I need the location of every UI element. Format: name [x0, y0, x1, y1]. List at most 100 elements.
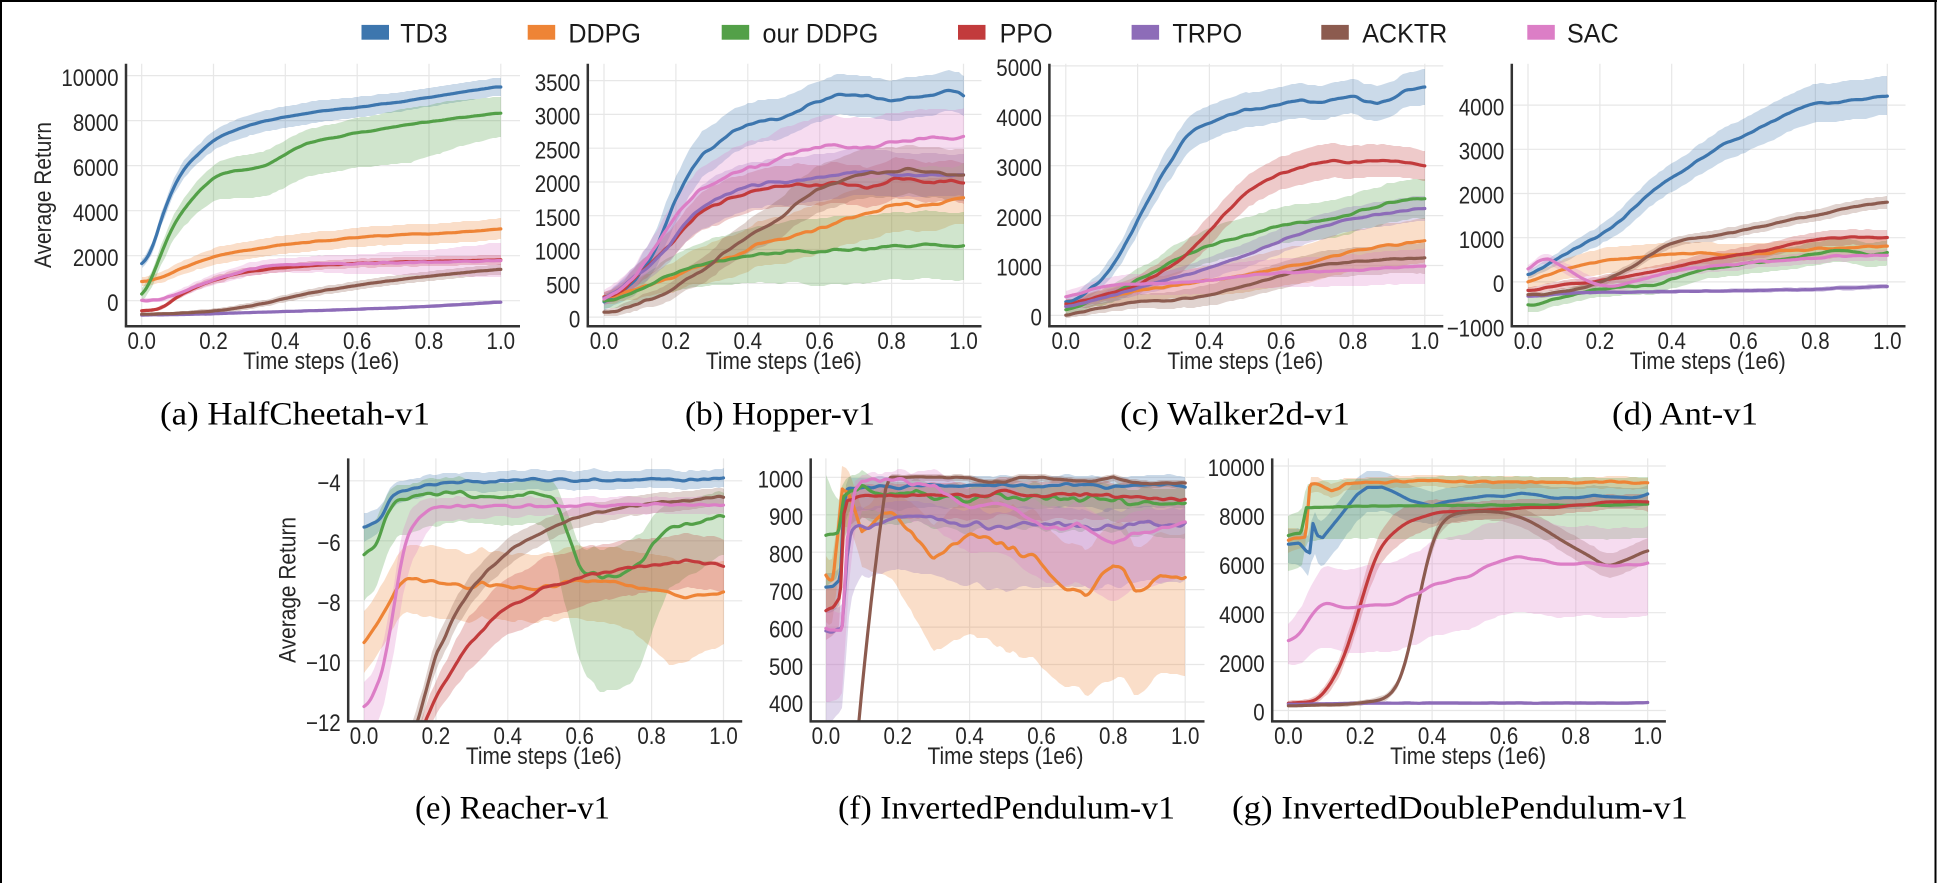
svg-text:3000: 3000 [996, 155, 1042, 182]
svg-text:700: 700 [769, 579, 803, 606]
svg-text:0: 0 [107, 290, 118, 317]
svg-text:(f) InvertedPendulum-v1: (f) InvertedPendulum-v1 [838, 791, 1175, 827]
svg-text:(e) Reacher-v1: (e) Reacher-v1 [415, 791, 610, 827]
svg-text:Time steps (1e6): Time steps (1e6) [706, 348, 862, 375]
svg-text:SAC: SAC [1567, 18, 1619, 48]
svg-text:0.8: 0.8 [637, 723, 666, 750]
svg-text:2000: 2000 [73, 245, 119, 272]
svg-text:0.4: 0.4 [1195, 328, 1224, 355]
svg-text:0.4: 0.4 [494, 723, 523, 750]
svg-text:10000: 10000 [1208, 455, 1265, 482]
svg-text:2000: 2000 [1459, 183, 1505, 210]
svg-text:0.8: 0.8 [1339, 328, 1368, 355]
svg-text:(g) InvertedDoublePendulum-v1: (g) InvertedDoublePendulum-v1 [1232, 791, 1688, 827]
svg-text:0: 0 [569, 306, 580, 333]
svg-text:0.2: 0.2 [662, 328, 691, 355]
svg-text:4000: 4000 [996, 105, 1042, 132]
svg-text:our DDPG: our DDPG [763, 18, 879, 48]
svg-text:8000: 8000 [73, 110, 119, 137]
svg-text:0.6: 0.6 [565, 723, 594, 750]
svg-text:1.0: 1.0 [487, 328, 516, 355]
svg-text:(a) HalfCheetah-v1: (a) HalfCheetah-v1 [160, 396, 430, 432]
svg-text:10000: 10000 [61, 65, 118, 92]
svg-text:0: 0 [1493, 271, 1504, 298]
svg-text:−6: −6 [317, 530, 340, 557]
svg-text:1000: 1000 [996, 255, 1042, 282]
svg-text:0.6: 0.6 [343, 328, 372, 355]
svg-text:TD3: TD3 [400, 18, 447, 48]
svg-text:0.0: 0.0 [812, 723, 841, 750]
svg-text:6000: 6000 [73, 155, 119, 182]
svg-text:1500: 1500 [535, 205, 581, 232]
svg-text:(d) Ant-v1: (d) Ant-v1 [1612, 396, 1758, 432]
svg-text:0.0: 0.0 [350, 723, 379, 750]
svg-text:(b) Hopper-v1: (b) Hopper-v1 [685, 396, 875, 432]
svg-text:500: 500 [546, 273, 580, 300]
svg-text:Time steps (1e6): Time steps (1e6) [928, 743, 1084, 770]
svg-text:5000: 5000 [996, 55, 1042, 82]
svg-text:0.6: 0.6 [1027, 723, 1056, 750]
svg-text:0.8: 0.8 [877, 328, 906, 355]
svg-text:0: 0 [1253, 700, 1264, 727]
svg-text:0.4: 0.4 [734, 328, 763, 355]
svg-text:4000: 4000 [73, 200, 119, 227]
svg-text:0.2: 0.2 [1586, 328, 1615, 355]
svg-text:0.2: 0.2 [1123, 328, 1152, 355]
svg-text:2000: 2000 [996, 205, 1042, 232]
svg-text:0.0: 0.0 [1052, 328, 1081, 355]
svg-text:0.2: 0.2 [1346, 723, 1375, 750]
svg-text:Time steps (1e6): Time steps (1e6) [243, 348, 399, 375]
svg-text:2500: 2500 [535, 137, 581, 164]
svg-text:1.0: 1.0 [1633, 723, 1662, 750]
svg-text:1000: 1000 [1459, 227, 1505, 254]
svg-text:1.0: 1.0 [949, 328, 978, 355]
svg-text:Time steps (1e6): Time steps (1e6) [1390, 743, 1546, 770]
svg-text:1000: 1000 [535, 239, 581, 266]
svg-text:1.0: 1.0 [709, 723, 738, 750]
svg-text:1.0: 1.0 [1873, 328, 1902, 355]
svg-text:0.2: 0.2 [422, 723, 451, 750]
svg-text:0.8: 0.8 [1562, 723, 1591, 750]
svg-text:−4: −4 [317, 470, 340, 497]
svg-text:0.6: 0.6 [1490, 723, 1519, 750]
svg-text:−8: −8 [317, 590, 340, 617]
svg-text:TRPO: TRPO [1172, 18, 1242, 48]
svg-text:Time steps (1e6): Time steps (1e6) [466, 743, 622, 770]
svg-text:0.8: 0.8 [1099, 723, 1128, 750]
svg-text:900: 900 [769, 504, 803, 531]
svg-text:−12: −12 [306, 710, 341, 737]
svg-text:(c) Walker2d-v1: (c) Walker2d-v1 [1120, 396, 1350, 432]
svg-text:3000: 3000 [535, 104, 581, 131]
svg-text:0.0: 0.0 [1274, 723, 1303, 750]
svg-text:2000: 2000 [535, 171, 581, 198]
svg-text:0: 0 [1031, 305, 1042, 332]
svg-text:4000: 4000 [1459, 94, 1505, 121]
svg-text:0.6: 0.6 [1267, 328, 1296, 355]
svg-text:Time steps (1e6): Time steps (1e6) [1630, 348, 1786, 375]
svg-text:0.4: 0.4 [955, 723, 984, 750]
svg-text:0.8: 0.8 [1801, 328, 1830, 355]
svg-text:2000: 2000 [1219, 651, 1265, 678]
svg-text:0.0: 0.0 [1514, 328, 1543, 355]
svg-text:500: 500 [769, 654, 803, 681]
svg-text:0.2: 0.2 [884, 723, 913, 750]
svg-text:0.8: 0.8 [415, 328, 444, 355]
svg-text:−10: −10 [306, 650, 341, 677]
svg-text:Average Return: Average Return [30, 122, 57, 268]
svg-text:0.4: 0.4 [271, 328, 300, 355]
svg-text:0.6: 0.6 [1729, 328, 1758, 355]
svg-text:800: 800 [769, 541, 803, 568]
svg-text:PPO: PPO [1000, 18, 1053, 48]
svg-text:0.0: 0.0 [590, 328, 619, 355]
svg-text:−1000: −1000 [1447, 315, 1505, 342]
svg-text:1.0: 1.0 [1411, 328, 1440, 355]
svg-text:6000: 6000 [1219, 553, 1265, 580]
svg-text:0.4: 0.4 [1657, 328, 1686, 355]
svg-text:1000: 1000 [758, 467, 804, 494]
svg-text:DDPG: DDPG [568, 18, 641, 48]
svg-text:ACKTR: ACKTR [1362, 18, 1447, 48]
svg-text:0.0: 0.0 [127, 328, 156, 355]
svg-text:4000: 4000 [1219, 602, 1265, 629]
svg-text:8000: 8000 [1219, 504, 1265, 531]
svg-text:Average Return: Average Return [274, 517, 301, 663]
